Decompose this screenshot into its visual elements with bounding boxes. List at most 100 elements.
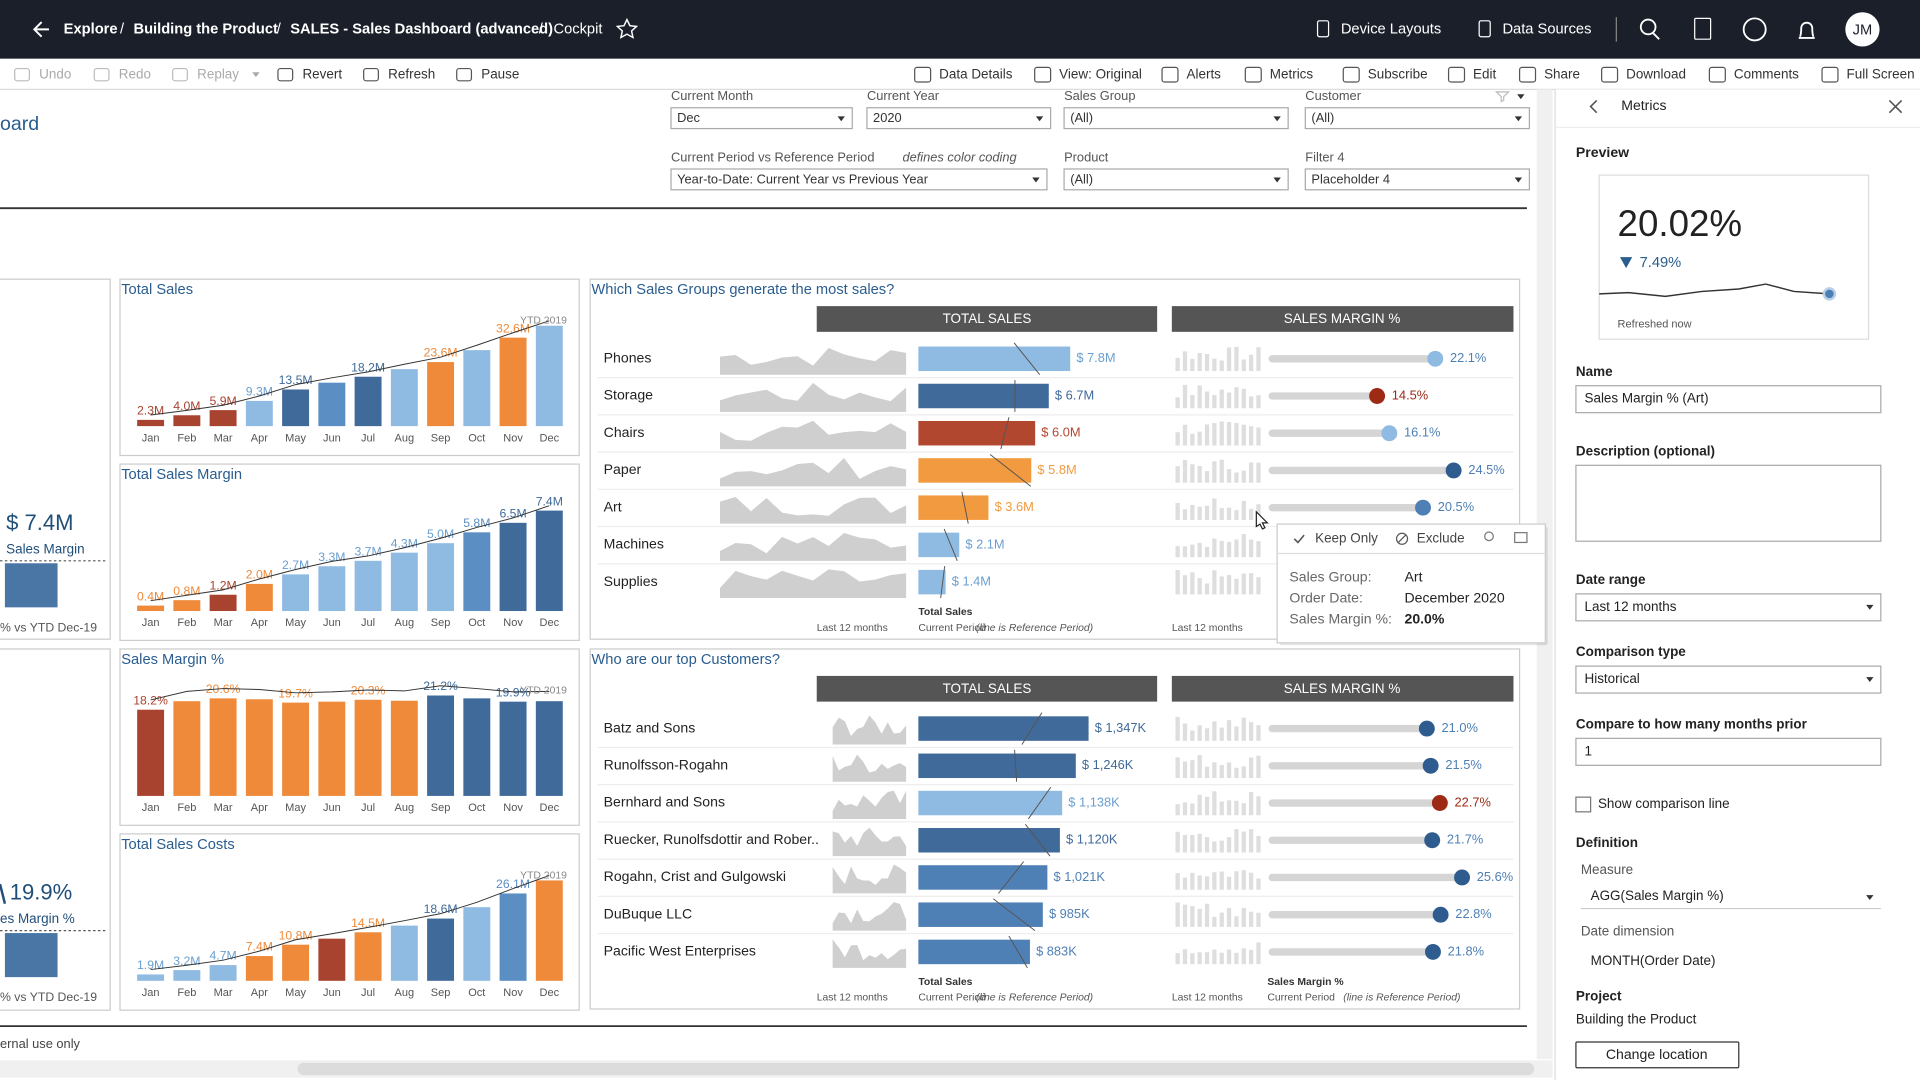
mini-bar [1256, 836, 1261, 853]
field-value[interactable]: AGG(Sales Margin %) [1591, 888, 1724, 903]
row-name[interactable]: Bernhard and Sons [604, 794, 725, 810]
mini-bar [1256, 878, 1261, 890]
mini-bar [1256, 755, 1261, 779]
row-name[interactable]: Paper [604, 461, 642, 477]
toolbar-button[interactable]: Data Details [939, 66, 1013, 81]
month-label: Jul [361, 987, 375, 999]
mini-bar [1234, 578, 1239, 595]
filter-select[interactable] [670, 168, 1048, 191]
bar [499, 701, 527, 796]
bar [245, 699, 273, 796]
row-name[interactable]: Supplies [604, 573, 658, 589]
filter-label: Product [1064, 149, 1109, 164]
row-name[interactable]: Runolfsson-Rogahn [604, 757, 728, 773]
breadcrumb-item[interactable]: SALES - Sales Dashboard (advanced) [290, 21, 553, 37]
value-label: 7.4M [536, 494, 563, 508]
toolbar-button[interactable]: Metrics [1270, 66, 1314, 81]
filter-select[interactable] [670, 107, 853, 130]
row-name[interactable]: Chairs [604, 424, 645, 440]
row-name[interactable]: Machines [604, 536, 664, 552]
filter-select[interactable] [1304, 168, 1530, 191]
row-name[interactable]: Batz and Sons [604, 719, 696, 735]
row-name[interactable]: Storage [604, 387, 653, 403]
bar [390, 369, 418, 427]
toolbar-button[interactable]: Refresh [388, 66, 435, 81]
mini-bar [1197, 875, 1202, 890]
month-label: Feb [177, 432, 196, 444]
button[interactable] [1575, 1041, 1740, 1069]
checkbox[interactable] [1575, 796, 1592, 813]
toolbar-button[interactable]: Revert [302, 66, 342, 81]
top-action[interactable]: Data Sources [1502, 21, 1591, 37]
toolbar-button[interactable]: Share [1544, 66, 1580, 81]
field-label: Project [1576, 988, 1622, 1003]
select[interactable] [1575, 593, 1882, 622]
row-name[interactable]: Ruecker, Runolfsdottir and Rober.. [604, 831, 819, 847]
breadcrumb-item[interactable]: Building the Product [133, 21, 278, 37]
toolbar-button[interactable]: Redo [119, 66, 151, 81]
toolbar-button[interactable]: Subscribe [1368, 66, 1428, 81]
column-header-label: TOTAL SALES [943, 681, 1032, 696]
top-action[interactable]: Device Layouts [1341, 21, 1441, 37]
value-label: 5.9M [210, 394, 237, 408]
row-name[interactable]: DuBuque LLC [604, 905, 692, 921]
filter-select[interactable] [1304, 107, 1530, 130]
mini-bar [1204, 903, 1210, 927]
filter-label: Customer [1305, 88, 1361, 103]
select[interactable] [1575, 665, 1882, 694]
status-text: Refreshed now [1618, 318, 1692, 330]
tooltip-action[interactable]: Keep Only [1315, 530, 1378, 545]
bar [245, 583, 273, 612]
toolbar-button[interactable]: Alerts [1187, 66, 1222, 81]
filter-select[interactable] [1063, 168, 1289, 191]
breadcrumb-item[interactable]: Explore [64, 21, 118, 37]
row-name[interactable]: Pacific West Enterprises [604, 943, 756, 959]
tool-icon [1518, 66, 1537, 83]
mini-bar [1241, 388, 1246, 409]
down-arrow [1620, 257, 1633, 269]
row-name[interactable]: Phones [604, 349, 652, 365]
tool-icon [1708, 66, 1726, 83]
toolbar-button[interactable]: View: Original [1059, 66, 1142, 81]
mini-bar [1190, 760, 1195, 779]
input[interactable] [1575, 464, 1882, 542]
footer-label: Total Sales [918, 607, 972, 618]
mini-bar [1226, 949, 1232, 965]
bar [318, 701, 346, 796]
margin-dot [1425, 943, 1441, 960]
sales-label: $ 5.8M [1037, 462, 1076, 477]
tooltip-action[interactable]: Exclude [1417, 530, 1465, 545]
filter-select[interactable] [866, 107, 1052, 130]
avatar[interactable] [1845, 12, 1880, 47]
month-label: Jun [323, 617, 341, 629]
mini-bar [1241, 907, 1246, 927]
row-name[interactable]: Art [604, 498, 622, 514]
input[interactable] [1575, 385, 1882, 414]
mini-bar [1197, 466, 1202, 483]
filter-select[interactable] [1063, 107, 1289, 130]
sales-bar [918, 383, 1049, 409]
toolbar-button[interactable]: Replay [197, 66, 239, 81]
button-label[interactable]: Change location [1606, 1046, 1708, 1062]
bar [427, 918, 455, 981]
month-label: Sep [431, 987, 451, 999]
month-label: Aug [395, 617, 415, 629]
panel-title: Metrics [1621, 97, 1666, 113]
mini-bar [1175, 570, 1180, 595]
toolbar-button[interactable]: Download [1626, 66, 1686, 81]
toolbar-button[interactable]: Undo [39, 66, 71, 81]
reference-mark [989, 454, 1032, 487]
sales-label: $ 1,347K [1095, 720, 1147, 735]
toolbar-button[interactable]: Pause [481, 66, 519, 81]
input[interactable] [1575, 737, 1882, 766]
mini-bar [1248, 757, 1254, 779]
column-header-label: SALES MARGIN % [1284, 311, 1401, 326]
toolbar-button[interactable]: Full Screen [1847, 66, 1915, 81]
star-icon [615, 17, 639, 39]
tool-icon [172, 67, 188, 82]
row-name[interactable]: Rogahn, Crist and Gulgowski [604, 868, 786, 884]
toolbar-button[interactable]: Comments [1734, 66, 1799, 81]
breadcrumb-item[interactable]: Cockpit [553, 21, 602, 37]
mini-bar [1248, 791, 1254, 816]
toolbar-button[interactable]: Edit [1473, 66, 1496, 81]
